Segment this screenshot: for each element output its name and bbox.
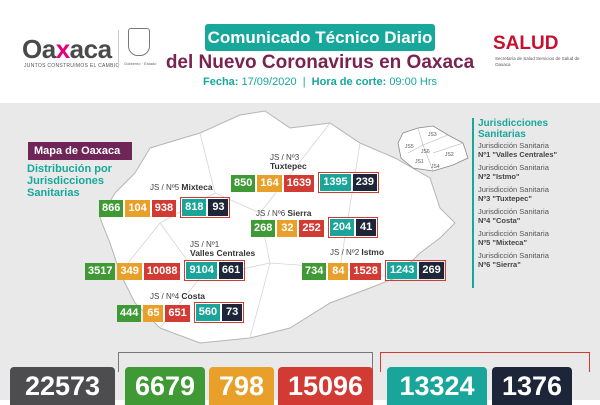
title-line1: Comunicado Técnico Diario (205, 24, 435, 51)
region-row-costa: 444 65 651 560 73 (117, 302, 245, 323)
cell-red: 10088 (143, 263, 181, 280)
cell-navy: 269 (419, 262, 444, 279)
boxed-values: 9104 661 (184, 260, 246, 281)
boxed-values: 818 93 (180, 197, 231, 218)
list-item: Jurisdicción Sanitaria Nº2 "Istmo" (478, 163, 549, 181)
mini-map-lines (407, 127, 464, 172)
cell-orange: 104 (125, 200, 150, 217)
legend-accent-bar (472, 118, 474, 288)
title-line2: del Nuevo Coronavirus en Oaxaca (165, 52, 475, 73)
bracket-right (380, 352, 590, 372)
region-row-sierra: 268 32 252 204 41 (251, 217, 379, 238)
region-label-tuxtepec: JS / Nº3 Tuxtepec (270, 153, 307, 171)
map-badge: Mapa de Oaxaca (28, 142, 132, 160)
list-item: Jurisdicción Sanitaria Nº1 "Valles Centra… (478, 141, 558, 159)
list-item: Jurisdicción Sanitaria Nº6 "Sierra" (478, 251, 549, 269)
header: Oaxaca JUNTOS CONSTRUIMOS EL CAMBIO Gobi… (0, 0, 600, 103)
cell-navy: 239 (352, 174, 378, 191)
boxed-values: 560 73 (193, 302, 245, 323)
mini-map-label: JS2 (445, 152, 454, 158)
region-label-sierra: JS / Nº6 Sierra (256, 208, 312, 219)
bracket-left (118, 352, 373, 372)
cell-teal: 204 (329, 219, 355, 236)
oaxaca-logo: Oaxaca (22, 34, 112, 64)
region-row-valles: 3517 349 10088 9104 661 (85, 260, 246, 281)
cell-green: 3517 (85, 263, 116, 280)
region-label-valles: JS / Nº1 Valles Centrales (190, 240, 256, 258)
boxed-values: 1395 239 (318, 172, 380, 193)
region-label-istmo: JS / Nº2 Istmo (330, 247, 385, 258)
logo-tagline: JUNTOS CONSTRUIMOS EL CAMBIO (24, 63, 120, 69)
mini-map-label: JS4 (431, 164, 440, 170)
jurisdictions-title: Jurisdicciones Sanitarias (478, 118, 549, 140)
salud-logo: SALUD (493, 33, 559, 54)
total-green: 6679 (125, 367, 205, 405)
total-teal: 13324 (387, 367, 487, 405)
cell-green: 444 (117, 305, 142, 322)
region-label-mixteca: JS / Nº5 Mixteca (150, 182, 213, 193)
cell-red: 938 (151, 200, 177, 217)
cell-teal: 560 (195, 304, 221, 321)
total-navy: 1376 (492, 367, 572, 405)
mini-map-label: JS5 (405, 144, 414, 150)
state-seal-icon (128, 28, 150, 56)
cell-navy: 661 (218, 262, 244, 279)
divider (118, 30, 119, 68)
cell-teal: 1243 (386, 262, 418, 279)
list-item: Jurisdicción Sanitaria Nº3 "Tuxtepec" (478, 185, 549, 203)
cell-green: 866 (99, 200, 124, 217)
boxed-values: 204 41 (327, 217, 379, 238)
seal-label: Gobierno · Estado (124, 61, 157, 66)
region-row-tuxtepec: 850 164 1639 1395 239 (231, 172, 380, 193)
cell-orange: 349 (117, 263, 142, 280)
cell-teal: 9104 (186, 262, 217, 279)
region-row-istmo: 734 84 1528 1243 269 (302, 260, 446, 281)
cell-teal: 818 (182, 199, 207, 216)
mini-map-label: JS1 (415, 159, 424, 165)
cell-red: 252 (299, 220, 324, 237)
cell-orange: 84 (328, 263, 349, 280)
cell-teal: 1395 (320, 174, 351, 191)
cell-orange: 164 (257, 175, 282, 192)
cell-orange: 32 (277, 220, 298, 237)
region-row-mixteca: 866 104 938 818 93 (99, 197, 231, 218)
jurisdictions-mini-map: JS3 JS5 JS6 JS1 JS2 JS4 (397, 125, 469, 172)
cell-red: 1639 (283, 175, 315, 192)
cell-red: 1528 (350, 263, 381, 280)
cell-navy: 93 (208, 199, 229, 216)
total-grey: 22573 (10, 367, 115, 405)
cell-green: 268 (251, 220, 276, 237)
salud-subtitle: Secretaría de Salud Servicios de Salud d… (495, 56, 580, 67)
cell-navy: 73 (222, 304, 243, 321)
list-item: Jurisdicción Sanitaria Nº5 "Mixteca" (478, 229, 549, 247)
cell-navy: 41 (356, 219, 377, 236)
cell-orange: 65 (143, 305, 164, 322)
total-orange: 798 (209, 367, 274, 405)
mini-map-outline (397, 125, 469, 172)
cell-green: 734 (302, 263, 327, 280)
total-red: 15096 (278, 367, 373, 405)
cell-red: 651 (165, 305, 190, 322)
cell-green: 850 (231, 175, 256, 192)
mini-map-label: JS6 (421, 149, 430, 155)
region-label-costa: JS / Nº4 Costa (150, 291, 206, 302)
date-line: Fecha: 17/09/2020 | Hora de corte: 09:00… (202, 76, 438, 88)
mini-map-label: JS3 (428, 132, 437, 138)
boxed-values: 1243 269 (384, 260, 446, 281)
map-subtitle: Distribución por Jurisdicciones Sanitari… (27, 163, 112, 199)
jurisdictions-list: Jurisdicción Sanitaria Nº1 "Valles Centra… (478, 141, 596, 273)
list-item: Jurisdicción Sanitaria Nº4 "Costa" (478, 207, 549, 225)
